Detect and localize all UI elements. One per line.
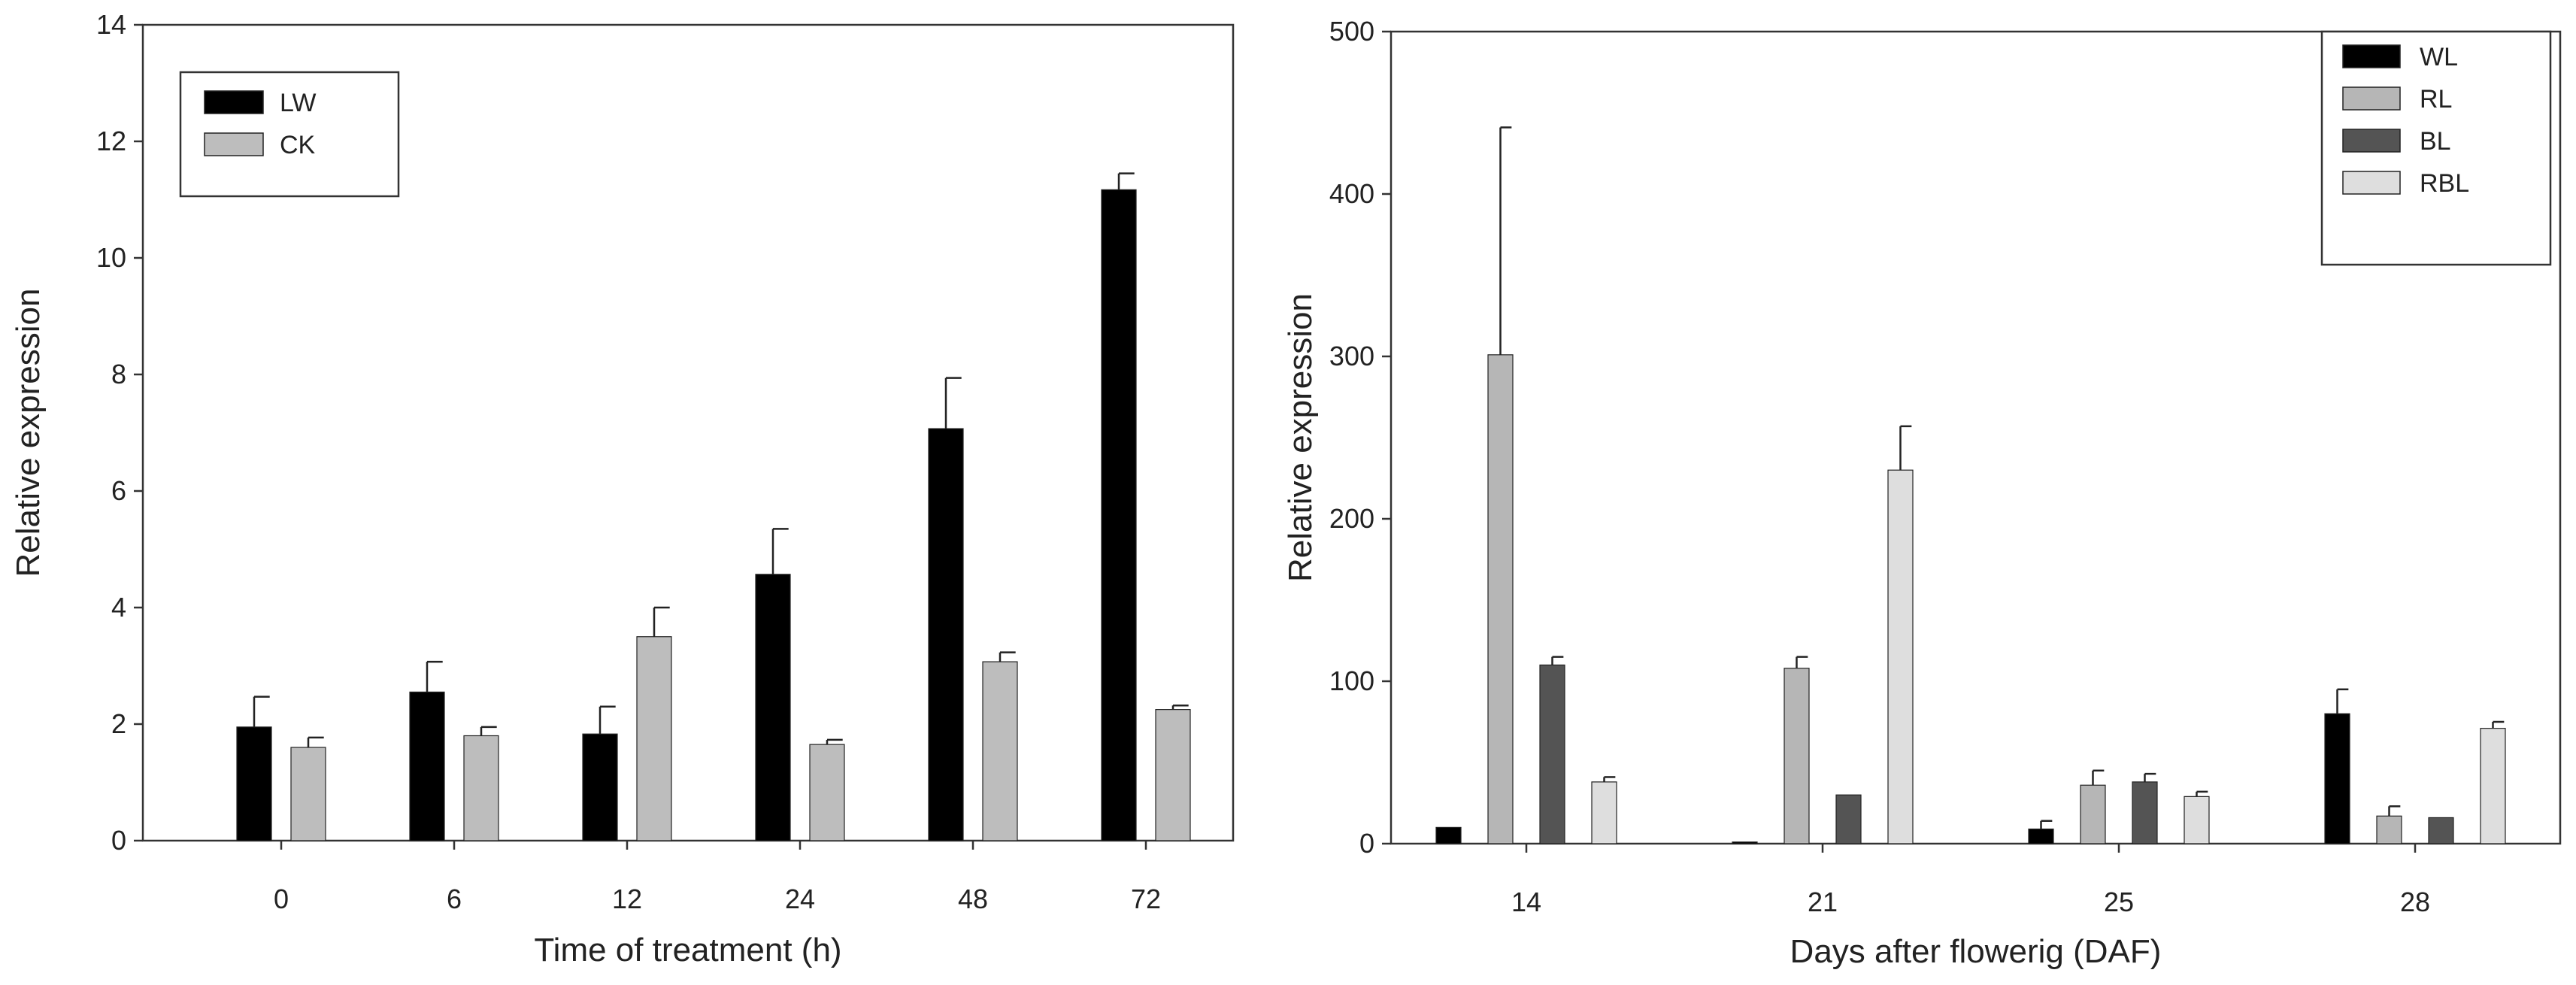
bar-rbl-25 (2184, 796, 2210, 844)
y-tick-label: 4 (111, 592, 126, 623)
right-bar-chart: 0 100 200 300 400 500 14 21 25 28 Days after flowe… (1271, 0, 2576, 985)
x-axis-title: Time of treatment (h) (534, 932, 841, 968)
legend-swatch-rl (2342, 86, 2401, 111)
bar-rl-25 (2080, 784, 2106, 844)
legend-swatch-wl (2342, 44, 2401, 68)
legend-swatch-ck (204, 132, 264, 156)
x-tick-label: 28 (2400, 886, 2430, 917)
y-tick-label: 2 (111, 708, 126, 739)
bar-lw-12 (582, 733, 618, 841)
legend-swatch-bl (2342, 129, 2401, 153)
y-tick-label: 14 (96, 9, 126, 40)
y-tick-label: 100 (1329, 665, 1374, 696)
legend-label-lw: LW (280, 89, 316, 117)
x-axis-title: Days after flowerig (DAF) (1790, 933, 2162, 970)
y-tick-label: 300 (1329, 341, 1374, 371)
bar-ck-48 (982, 661, 1018, 841)
y-axis-title: Relative expression (1282, 293, 1319, 582)
y-tick-label: 8 (111, 359, 126, 389)
bar-wl-21 (1732, 841, 1758, 844)
x-tick-label: 6 (447, 883, 462, 914)
bar-rbl-21 (1887, 469, 1914, 844)
bar-lw-24 (755, 574, 791, 841)
y-tick-label: 10 (96, 242, 126, 273)
legend-label-rl: RL (2420, 85, 2452, 114)
x-tick-label: 24 (785, 883, 815, 914)
legend-label-ck: CK (280, 131, 316, 159)
x-tick-label: 14 (1511, 886, 1541, 917)
bar-lw-72 (1101, 189, 1137, 841)
legend-swatch-rbl (2342, 171, 2401, 195)
legend-label-wl: WL (2420, 43, 2458, 71)
left-bar-chart: 0 2 4 6 8 10 12 14 0 6 12 24 48 72 Time of treatment (… (0, 0, 1248, 985)
x-tick-label: 48 (958, 883, 988, 914)
y-tick-label: 0 (111, 825, 126, 856)
bar-ck-24 (809, 744, 845, 841)
bar-rbl-28 (2480, 728, 2506, 844)
bar-bl-25 (2132, 781, 2158, 844)
y-tick-label: 400 (1329, 178, 1374, 209)
bar-rbl-14 (1591, 781, 1617, 844)
x-tick-label: 25 (2104, 886, 2134, 917)
y-tick-label: 200 (1329, 503, 1374, 534)
plot-frame (1390, 30, 2562, 845)
x-tick-label: 12 (612, 883, 642, 914)
bar-bl-28 (2428, 817, 2454, 844)
y-tick-label: 6 (111, 475, 126, 506)
legend-label-bl: BL (2420, 127, 2451, 156)
plot-frame (141, 23, 1235, 842)
bar-rl-21 (1784, 668, 1810, 844)
bar-ck-0 (290, 747, 326, 841)
bar-lw-48 (928, 428, 964, 841)
bar-rl-28 (2376, 815, 2402, 844)
right-chart-svg: 0 100 200 300 400 500 14 21 25 28 Days after flowe… (1282, 16, 2562, 970)
x-tick-label: 72 (1131, 883, 1161, 914)
y-tick-label: 500 (1329, 16, 1374, 47)
x-tick-label: 0 (274, 883, 289, 914)
bar-ck-6 (463, 735, 499, 841)
y-tick-label: 12 (96, 126, 126, 156)
bar-rl-14 (1487, 354, 1514, 844)
bar-wl-14 (1435, 826, 1462, 844)
y-tick-label: 0 (1359, 828, 1374, 859)
bar-wl-25 (2028, 828, 2054, 844)
legend-label-rbl: RBL (2420, 169, 2469, 198)
legend-swatch-lw (204, 90, 264, 114)
bar-bl-14 (1539, 664, 1565, 844)
bar-bl-21 (1835, 794, 1862, 844)
bar-ck-72 (1155, 709, 1191, 841)
bar-lw-0 (236, 726, 272, 841)
bar-ck-12 (636, 636, 672, 841)
bar-lw-6 (409, 691, 445, 841)
y-axis-title: Relative expression (10, 289, 47, 577)
bar-wl-28 (2324, 713, 2350, 844)
x-tick-label: 21 (1808, 886, 1838, 917)
